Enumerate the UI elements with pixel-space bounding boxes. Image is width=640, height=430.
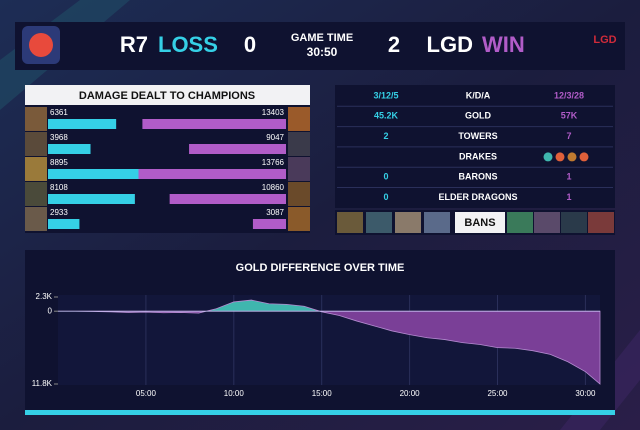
drake-icon bbox=[567, 152, 577, 162]
damage-bar bbox=[142, 119, 286, 129]
stat-label: TOWERS bbox=[458, 131, 497, 141]
y-tick-label: 0 bbox=[48, 306, 53, 315]
stat-label: K/D/A bbox=[466, 90, 491, 100]
stat-left: 0 bbox=[383, 192, 388, 202]
drake-icon bbox=[543, 152, 553, 162]
ban-icon bbox=[561, 212, 587, 233]
damage-title-bar bbox=[25, 85, 310, 105]
portrait bbox=[288, 182, 310, 206]
damage-label: 13766 bbox=[262, 158, 285, 167]
ban-icon bbox=[588, 212, 614, 233]
damage-label: 8895 bbox=[50, 158, 68, 167]
game-time: 30:50 bbox=[307, 45, 338, 59]
stat-label: GOLD bbox=[465, 111, 491, 121]
damage-label: 3087 bbox=[266, 208, 284, 217]
team-result: WIN bbox=[482, 32, 525, 57]
x-tick-label: 05:00 bbox=[136, 389, 157, 398]
portrait bbox=[25, 107, 47, 131]
team-score: 2 bbox=[388, 32, 400, 57]
ban-icon bbox=[337, 212, 363, 233]
damage-bar bbox=[48, 144, 91, 154]
y-tick-label: 11.8K bbox=[32, 379, 53, 388]
x-tick-label: 10:00 bbox=[224, 389, 245, 398]
damage-label: 6361 bbox=[50, 108, 68, 117]
y-tick-label: 2.3K bbox=[36, 292, 53, 301]
logo-text: LGD bbox=[593, 34, 616, 46]
stat-label: ELDER DRAGONS bbox=[438, 192, 517, 202]
team-name: LGD bbox=[427, 32, 473, 57]
ban-icon bbox=[424, 212, 450, 233]
damage-bar bbox=[48, 194, 135, 204]
gold-panel-strip bbox=[25, 410, 615, 415]
damage-label: 9047 bbox=[266, 133, 284, 142]
damage-label: 2933 bbox=[50, 208, 68, 217]
damage-title: DAMAGE DEALT TO CHAMPIONS bbox=[79, 90, 255, 102]
portrait bbox=[25, 132, 47, 156]
damage-bar bbox=[48, 219, 80, 229]
x-tick-label: 25:00 bbox=[487, 389, 508, 398]
team-logo bbox=[585, 30, 625, 60]
stat-right: 1 bbox=[566, 172, 571, 182]
drake-icon bbox=[579, 152, 589, 162]
stat-label: BARONS bbox=[458, 172, 497, 182]
x-tick-label: 30:00 bbox=[575, 389, 596, 398]
portrait bbox=[288, 157, 310, 181]
stat-right: 57K bbox=[561, 111, 578, 121]
team-result: LOSS bbox=[158, 32, 218, 57]
bans-label-box bbox=[455, 212, 505, 233]
portrait bbox=[288, 207, 310, 231]
damage-bar bbox=[189, 144, 286, 154]
team-name: R7 bbox=[120, 32, 148, 57]
ban-icon bbox=[395, 212, 421, 233]
drake-icon bbox=[555, 152, 565, 162]
bans-label: BANS bbox=[464, 217, 495, 229]
header-bar bbox=[15, 22, 625, 70]
stat-left: 45.2K bbox=[374, 111, 399, 121]
damage-bar bbox=[252, 219, 286, 229]
ban-icon bbox=[366, 212, 392, 233]
team-logo-mark bbox=[29, 33, 53, 57]
stat-left: 2 bbox=[383, 131, 388, 141]
stat-left: 0 bbox=[383, 172, 388, 182]
team-score: 0 bbox=[244, 32, 256, 57]
damage-label: 13403 bbox=[262, 108, 285, 117]
stat-left: 3/12/5 bbox=[373, 90, 398, 100]
portrait bbox=[25, 157, 47, 181]
damage-bar bbox=[169, 194, 286, 204]
stat-right: 1 bbox=[566, 192, 571, 202]
damage-panel bbox=[25, 85, 310, 233]
stat-right: 12/3/28 bbox=[554, 90, 584, 100]
stat-right: 7 bbox=[566, 131, 571, 141]
stat-label: DRAKES bbox=[459, 151, 497, 161]
portrait bbox=[288, 107, 310, 131]
ban-icon bbox=[507, 212, 533, 233]
damage-bar bbox=[138, 169, 286, 179]
gold-title: GOLD DIFFERENCE OVER TIME bbox=[236, 262, 405, 274]
portrait bbox=[25, 207, 47, 231]
damage-bar bbox=[48, 119, 117, 129]
x-tick-label: 20:00 bbox=[400, 389, 421, 398]
game-time-label: GAME TIME bbox=[291, 32, 353, 44]
damage-label: 3968 bbox=[50, 133, 68, 142]
portrait bbox=[25, 182, 47, 206]
ban-icon bbox=[534, 212, 560, 233]
x-tick-label: 15:00 bbox=[312, 389, 333, 398]
damage-label: 10860 bbox=[262, 183, 285, 192]
gold-area bbox=[58, 299, 601, 385]
damage-bar bbox=[48, 169, 144, 179]
damage-label: 8108 bbox=[50, 183, 68, 192]
portrait bbox=[288, 132, 310, 156]
